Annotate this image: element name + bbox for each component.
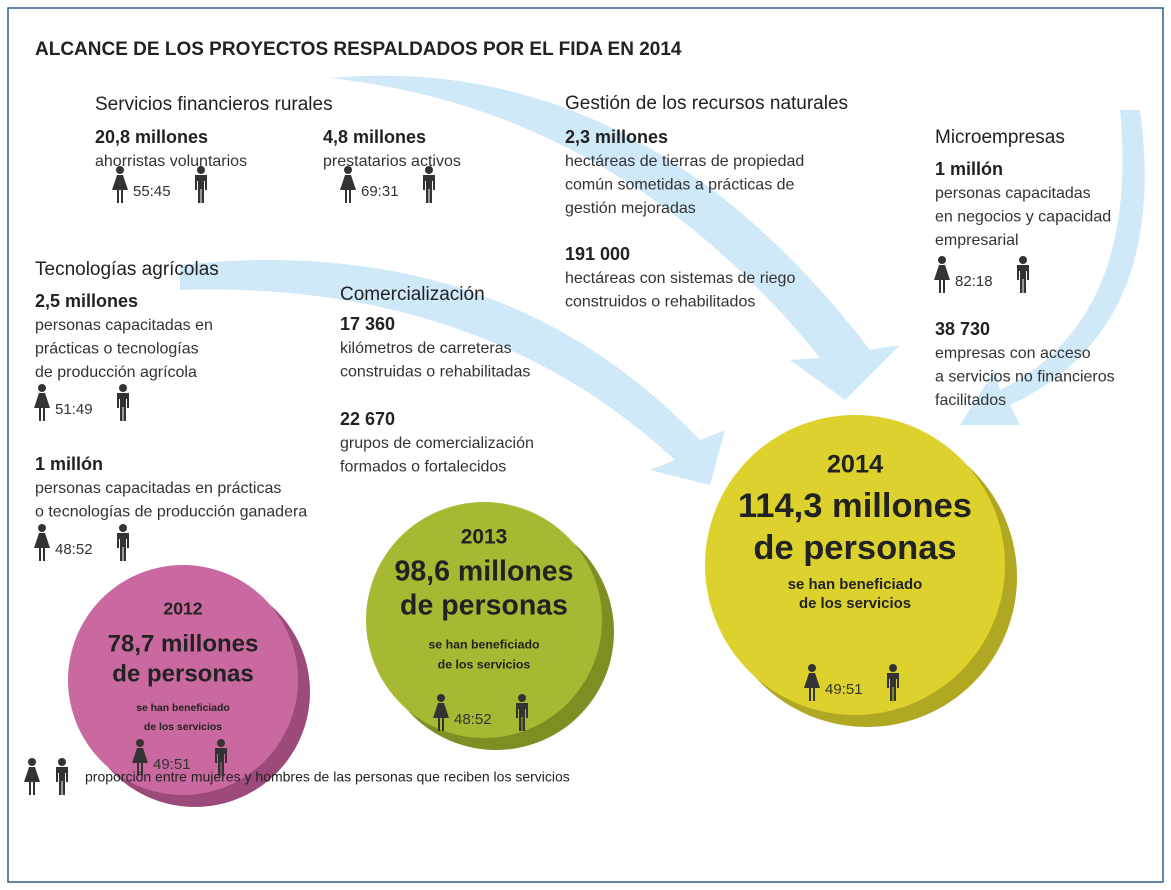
woman-icon [24, 758, 40, 795]
ratio: 51:49 [55, 401, 93, 418]
ratio: 82:18 [955, 273, 993, 290]
description: personas capacitadas [935, 185, 1091, 202]
description: gestión mejoradas [565, 200, 696, 217]
figure: 17 360 [340, 314, 395, 334]
description: kilómetros de carreteras [340, 340, 512, 357]
description: prestatarios activos [323, 153, 461, 170]
figure: 20,8 millones [95, 127, 208, 147]
description: grupos de comercialización [340, 435, 534, 452]
circle-year: 2014 [827, 451, 883, 479]
circle-total: 98,6 millones [394, 556, 573, 588]
section-heading: Servicios financieros rurales [95, 94, 333, 115]
description: de producción agrícola [35, 364, 197, 381]
description: formados o fortalecidos [340, 459, 506, 476]
woman-icon [34, 524, 50, 561]
man-icon [195, 166, 207, 203]
ratio: 48:52 [454, 711, 492, 728]
section-heading: Gestión de los recursos naturales [565, 93, 848, 114]
arrow [330, 75, 900, 401]
description: o tecnologías de producción ganadera [35, 504, 307, 521]
circle-year: 2013 [461, 526, 507, 549]
man-icon [117, 524, 129, 561]
figure: 191 000 [565, 244, 630, 264]
man-icon [117, 384, 129, 421]
circle-total: de personas [400, 590, 568, 622]
ratio: 49:51 [825, 681, 863, 698]
description: empresarial [935, 232, 1019, 249]
description: hectáreas con sistemas de riego [565, 270, 795, 287]
ratio: 55:45 [133, 183, 171, 200]
title: ALCANCE DE LOS PROYECTOS RESPALDADOS POR… [35, 39, 682, 60]
description: personas capacitadas en [35, 317, 213, 334]
description: a servicios no financieros [935, 369, 1115, 386]
section-heading: Tecnologías agrícolas [35, 259, 219, 280]
section-heading: Comercialización [340, 284, 485, 305]
figure: 1 millón [35, 454, 103, 474]
section-heading: Microempresas [935, 127, 1065, 148]
woman-icon [34, 384, 50, 421]
description: ahorristas voluntarios [95, 153, 247, 170]
figure: 2,3 millones [565, 127, 668, 147]
description: empresas con acceso [935, 345, 1091, 362]
description: hectáreas de tierras de propiedad [565, 153, 804, 170]
figure: 4,8 millones [323, 127, 426, 147]
arrow [180, 260, 725, 485]
man-icon [1017, 256, 1029, 293]
description: en negocios y capacidad [935, 209, 1111, 226]
legend: proporción entre mujeres y hombres de la… [85, 769, 570, 785]
circle-total: de personas [753, 529, 956, 567]
description: construidos o rehabilitados [565, 294, 755, 311]
circle-2013 [366, 502, 602, 738]
description: facilitados [935, 392, 1006, 409]
man-icon [423, 166, 435, 203]
woman-icon [934, 256, 950, 293]
woman-icon [112, 166, 128, 203]
description: construidas o rehabilitadas [340, 364, 530, 381]
figure: 1 millón [935, 159, 1003, 179]
circle-note: de los servicios [799, 595, 911, 612]
circle-total: de personas [112, 660, 253, 687]
arrows [180, 75, 1145, 485]
circle-total: 114,3 millones [738, 487, 972, 525]
figure: 22 670 [340, 409, 395, 429]
ratio: 69:31 [361, 183, 399, 200]
arrow [960, 110, 1145, 425]
circle-year: 2012 [163, 599, 202, 619]
man-icon [56, 758, 68, 795]
circle-2012 [68, 565, 298, 795]
ratio: 49:51 [153, 756, 191, 773]
circle-note: de los servicios [144, 722, 222, 733]
circle-note: de los servicios [438, 657, 531, 671]
circle-2014 [705, 415, 1005, 715]
circle-note: se han beneficiado [428, 637, 540, 651]
circle-total: 78,7 millones [108, 630, 259, 657]
frame [7, 7, 1164, 883]
figure: 2,5 millones [35, 291, 138, 311]
description: común sometidas a prácticas de [565, 177, 795, 194]
description: prácticas o tecnologías [35, 341, 199, 358]
figure: 38 730 [935, 319, 990, 339]
circle-note: se han beneficiado [788, 576, 922, 593]
woman-icon [340, 166, 356, 203]
ratio: 48:52 [55, 541, 93, 558]
description: personas capacitadas en prácticas [35, 480, 281, 497]
circle-note: se han beneficiado [136, 703, 230, 714]
